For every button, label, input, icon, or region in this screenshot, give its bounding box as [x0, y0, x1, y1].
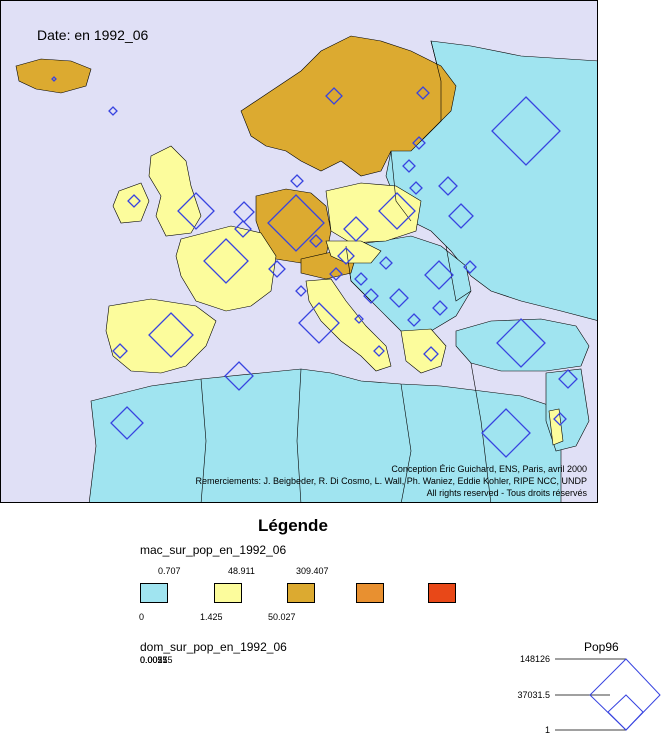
dom-value-1: 0.00175: [140, 655, 173, 665]
map-diamond: [329, 267, 343, 281]
pop-diamond-large: [589, 658, 661, 731]
map-diamond: [148, 312, 194, 358]
map-diamond: [412, 136, 426, 150]
map-diamond: [354, 314, 364, 324]
map-diamond: [379, 256, 393, 270]
map-diamond: [402, 159, 416, 173]
mac-swatch-5: [428, 583, 456, 603]
map-diamond: [295, 285, 307, 297]
region-greece: [400, 328, 447, 374]
region-france: [175, 225, 277, 312]
map-diamond: [363, 288, 379, 304]
map-diamond: [290, 174, 304, 188]
map-diamond: [110, 406, 144, 440]
map-diamond: [224, 361, 254, 391]
mac-swatch-3: [287, 583, 315, 603]
map-diamond: [268, 260, 286, 278]
map-diamond: [298, 302, 340, 344]
map-diamond: [423, 346, 439, 362]
map-diamond: [424, 260, 454, 290]
region-north-africa: [88, 368, 562, 502]
map-diamond: [112, 343, 128, 359]
mac-swatch-1: [140, 583, 168, 603]
europe-map: [15, 35, 597, 502]
map-diamond: [389, 288, 409, 308]
pop-legend-title: Pop96: [584, 640, 619, 654]
map-diamond: [407, 313, 421, 327]
dom-legend-title: dom_sur_pop_en_1992_06: [140, 640, 287, 654]
region-uk: [148, 145, 202, 237]
mac-legend-title: mac_sur_pop_en_1992_06: [140, 543, 287, 557]
map-diamond: [234, 220, 252, 238]
pop-value-min: 1: [544, 725, 550, 735]
pop-value-mid: 37031.5: [517, 690, 550, 700]
legend-title: Légende: [258, 516, 328, 535]
mac-tick-lower-2: 1.425: [200, 612, 223, 622]
map-diamond: [177, 192, 215, 230]
map-diamond: [378, 192, 416, 230]
mac-tick-upper-3: 309.407: [296, 566, 329, 576]
region-israel: [548, 408, 564, 446]
mac-swatch-4: [356, 583, 384, 603]
pop-legend-graphic: [555, 658, 661, 731]
map-diamond: [203, 238, 249, 284]
map-diamond: [463, 260, 477, 274]
map-diamond: [51, 76, 57, 82]
map-diamond: [337, 247, 355, 265]
map-diamond: [354, 272, 368, 286]
map-diamond: [267, 194, 325, 252]
mac-tick-lower-1: 0: [139, 612, 145, 622]
map-diamond: [416, 86, 430, 100]
credits-line-2: Remerciements: J. Beigbeder, R. Di Cosmo…: [195, 476, 587, 486]
map-diamond: [438, 176, 458, 196]
map-diamond: [343, 216, 369, 242]
pop-value-max: 148126: [519, 654, 550, 664]
map-diamond: [553, 412, 567, 426]
map-diamond: [448, 203, 474, 229]
map-diamond: [233, 201, 255, 223]
map-diamond: [558, 369, 578, 389]
mac-tick-lower-3: 50.027: [268, 612, 296, 622]
region-ireland: [112, 182, 150, 224]
dom-value-2: 0.0025: [140, 655, 168, 665]
map-diamond: [108, 106, 118, 116]
region-iberia: [105, 298, 217, 374]
map-date-label: Date: en 1992_06: [37, 27, 149, 43]
credits-line-1: Conception Éric Guichard, ENS, Paris, av…: [391, 464, 587, 474]
mac-tick-upper-2: 48.911: [228, 566, 255, 576]
map-diamond: [409, 181, 423, 195]
mac-swatch-2: [214, 583, 242, 603]
map-diamond: [481, 408, 531, 458]
region-turkey: [455, 318, 590, 372]
map-credits: Conception Éric Guichard, ENS, Paris, av…: [196, 463, 587, 499]
map-diamond: [496, 318, 546, 368]
map-diamond: [309, 234, 323, 248]
region-italy: [305, 278, 392, 372]
map-frame: Date: en 1992_06 Conception Éric Guichar…: [0, 0, 598, 503]
region-iceland: [15, 58, 92, 94]
map-diamond: [373, 345, 385, 357]
dom-value-3: 0.0051: [140, 655, 168, 665]
map-diamond: [432, 300, 448, 316]
map-diamond: [325, 87, 343, 105]
mac-tick-upper-1: 0.707: [158, 566, 181, 576]
map-diamond: [127, 194, 141, 208]
credits-line-3: All rights reserved - Tous droits réserv…: [426, 488, 587, 498]
map-diamond: [491, 96, 561, 166]
pop-diamond-medium: [607, 694, 644, 731]
